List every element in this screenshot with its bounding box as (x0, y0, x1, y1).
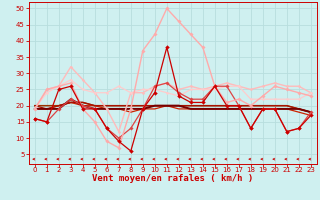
X-axis label: Vent moyen/en rafales ( km/h ): Vent moyen/en rafales ( km/h ) (92, 174, 253, 183)
